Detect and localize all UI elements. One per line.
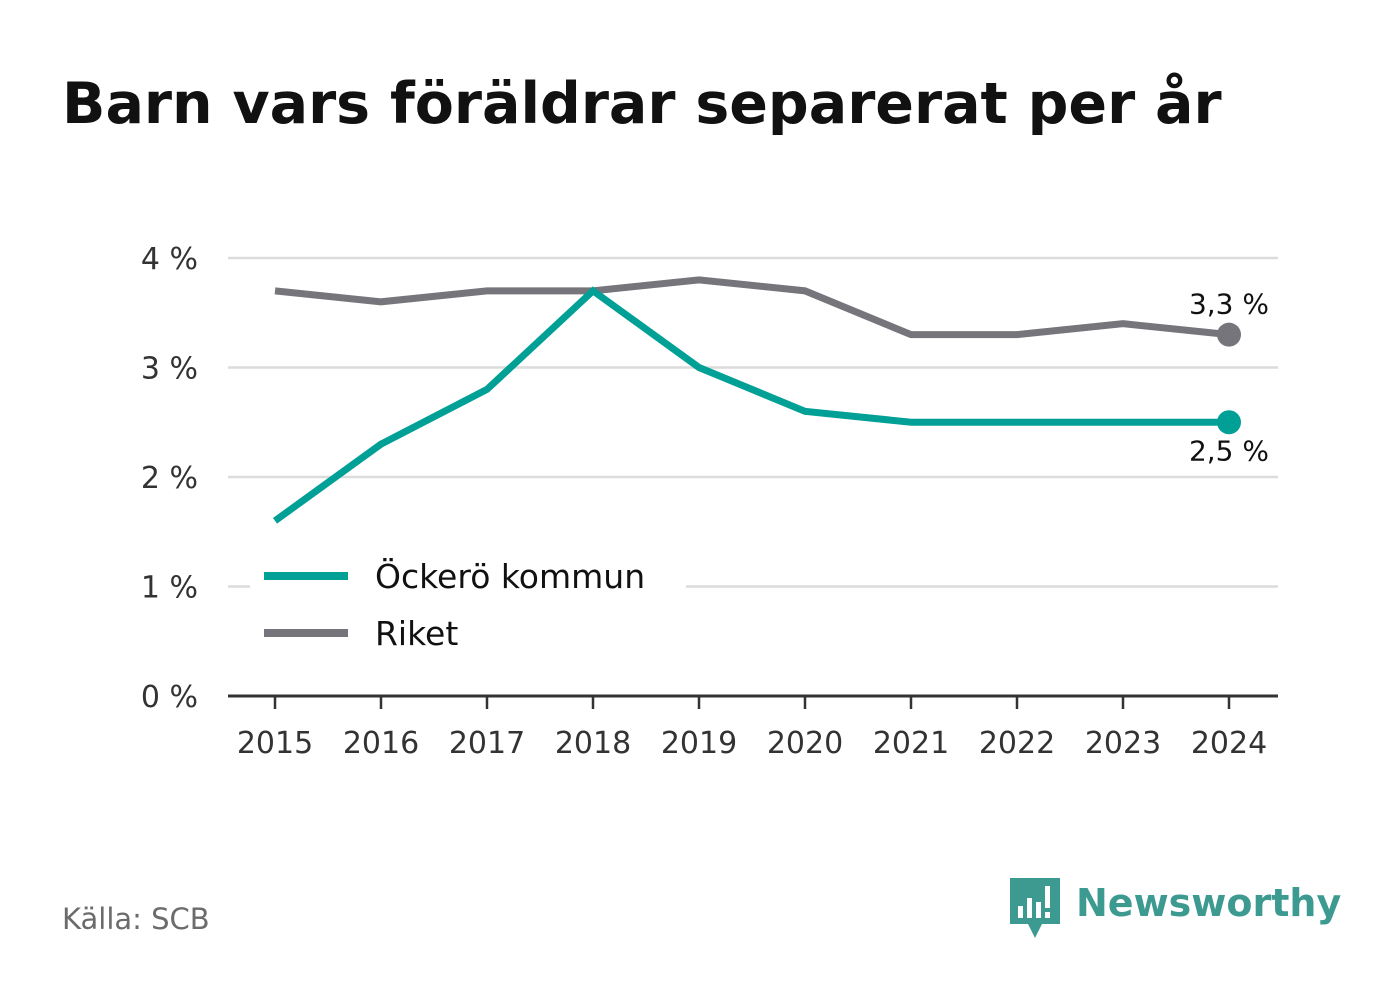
x-tick-label: 2016 (343, 726, 419, 761)
logo-bar-3 (1036, 902, 1041, 918)
source-note: Källa: SCB (62, 902, 210, 936)
legend: Öckerö kommun Riket (250, 545, 686, 663)
x-tick-label: 2022 (979, 726, 1055, 761)
y-tick-label: 4 % (141, 242, 198, 277)
x-axis: 2015 2016 2017 2018 2019 2020 2021 2022 2023 2024 (228, 694, 1278, 761)
x-tick-label: 2017 (449, 726, 525, 761)
series (272, 276, 1241, 524)
data-label: 3,3 % (1189, 288, 1269, 321)
series-line (272, 286, 1229, 524)
y-tick-label: 3 % (141, 352, 198, 387)
legend-label: Riket (375, 614, 458, 653)
x-tick-label: 2024 (1191, 726, 1267, 761)
chart-title: Barn vars föräldrar separerat per år (62, 71, 1222, 137)
x-tick-label: 2021 (873, 726, 949, 761)
speech-bubble-shape (1010, 878, 1060, 938)
logo-bar-1 (1018, 906, 1023, 918)
x-tick-label: 2015 (237, 726, 313, 761)
logo-dot (1045, 912, 1050, 918)
y-tick-label: 2 % (141, 461, 198, 496)
x-tick-label: 2019 (661, 726, 737, 761)
logo-bar-2 (1027, 898, 1032, 918)
y-axis: 0 % 1 % 2 % 3 % 4 % (141, 242, 198, 715)
legend-label: Öckerö kommun (375, 556, 645, 596)
newsworthy-logo: Newsworthy (1010, 878, 1341, 942)
data-labels: 2,5 % 3,3 % (1189, 288, 1269, 468)
x-tick-label: 2020 (767, 726, 843, 761)
legend-background (250, 545, 686, 663)
series-line (274, 276, 1230, 339)
x-tick-label: 2023 (1085, 726, 1161, 761)
brand-name: Newsworthy (1076, 881, 1342, 925)
newsworthy-logo-icon (1010, 878, 1060, 938)
series-end-dot (1217, 322, 1241, 347)
y-tick-label: 0 % (141, 680, 198, 715)
series-end-dot (1217, 410, 1241, 435)
logo-bar-4 (1045, 886, 1050, 908)
x-tick-label: 2018 (555, 726, 631, 761)
y-tick-label: 1 % (141, 571, 198, 606)
data-label: 2,5 % (1189, 434, 1269, 467)
